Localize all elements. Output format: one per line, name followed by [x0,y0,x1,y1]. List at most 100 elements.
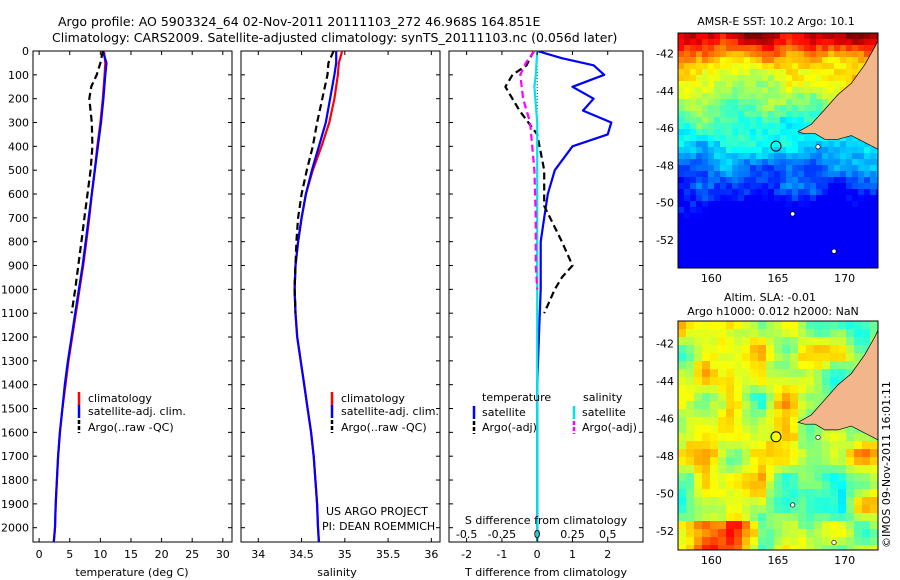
map-cell [834,243,840,249]
map-cell [766,473,774,481]
map-cell [694,337,702,345]
map-cell [846,57,852,63]
map-cell [726,105,732,111]
map-cell [686,329,694,337]
map-cell [774,69,780,75]
map-cell [744,57,750,63]
map-cell [762,177,768,183]
map-cell [774,111,780,117]
map-cell [862,473,870,481]
map-cell [870,497,878,505]
map-cell [854,449,862,457]
map-cell [702,243,708,249]
map-cell [696,45,702,51]
map-cell [816,159,822,165]
map-cell [822,195,828,201]
map-cell [696,63,702,69]
map-cell [694,537,702,545]
map-cell [710,545,718,550]
map-cell [726,353,734,361]
map-cell [774,441,782,449]
map-x-tick-label: 170 [834,272,855,285]
map-cell [696,111,702,117]
map-cell [678,337,686,345]
map-cell [870,529,878,537]
map-cell [768,237,774,243]
map-cell [822,353,830,361]
map-cell [678,243,684,249]
map-cell [810,219,816,225]
map-cell [804,261,810,267]
map-cell [684,177,690,183]
x-tick-label: 35.5 [376,548,401,561]
map-cell [822,159,828,165]
map-cell [684,135,690,141]
map-cell [756,177,762,183]
map-cell [690,177,696,183]
map-cell [838,433,846,441]
map-cell [720,57,726,63]
map-cell [766,449,774,457]
map-cell [702,441,710,449]
map-cell [834,255,840,261]
map-cell [864,261,870,267]
map-cell [678,481,686,489]
map-cell [714,117,720,123]
map-cell [870,213,876,219]
map-cell [864,39,870,45]
legend-label-climatology: climatology [341,392,405,405]
map-cell [758,337,766,345]
map-cell [798,457,806,465]
legend-label-t-argo: Argo(-adj) [482,421,537,434]
map-cell [750,449,758,457]
map-cell [750,147,756,153]
map-cell [726,409,734,417]
map-cell [708,135,714,141]
map-cell [864,165,870,171]
map-cell [694,377,702,385]
map-cell [876,183,878,189]
map-cell [854,473,862,481]
map-cell [862,433,870,441]
map-cell [750,537,758,545]
map-cell [870,189,876,195]
map-cell [696,153,702,159]
map-cell [792,117,798,123]
map-cell [852,195,858,201]
x-tick-label: 30 [216,548,230,561]
map-cell [774,521,782,529]
map-cell [694,417,702,425]
map-cell [762,135,768,141]
map-cell [744,159,750,165]
map-cell [726,529,734,537]
map-cell [714,141,720,147]
map-cell [726,481,734,489]
map-cell [822,183,828,189]
map-cell [732,147,738,153]
map-cell [792,111,798,117]
map-cell [822,521,830,529]
map-cell [786,237,792,243]
series-line-satelliteadjclim [52,51,108,542]
map-cell [708,153,714,159]
map-cell [744,153,750,159]
map-cell [762,243,768,249]
x2-tick-label: -0.25 [488,528,516,541]
map-cell [870,171,876,177]
map-cell [864,225,870,231]
sst-map [678,33,878,268]
map-cell [870,225,876,231]
map-cell [780,123,786,129]
map-cell [750,165,756,171]
map-cell [774,473,782,481]
map-cell [714,231,720,237]
map-cell [702,385,710,393]
map-cell [758,457,766,465]
map-cell [690,225,696,231]
map-cell [792,159,798,165]
map-cell [690,93,696,99]
map-cell [678,521,686,529]
map-cell [718,537,726,545]
map-cell [678,401,686,409]
map-cell [798,141,804,147]
